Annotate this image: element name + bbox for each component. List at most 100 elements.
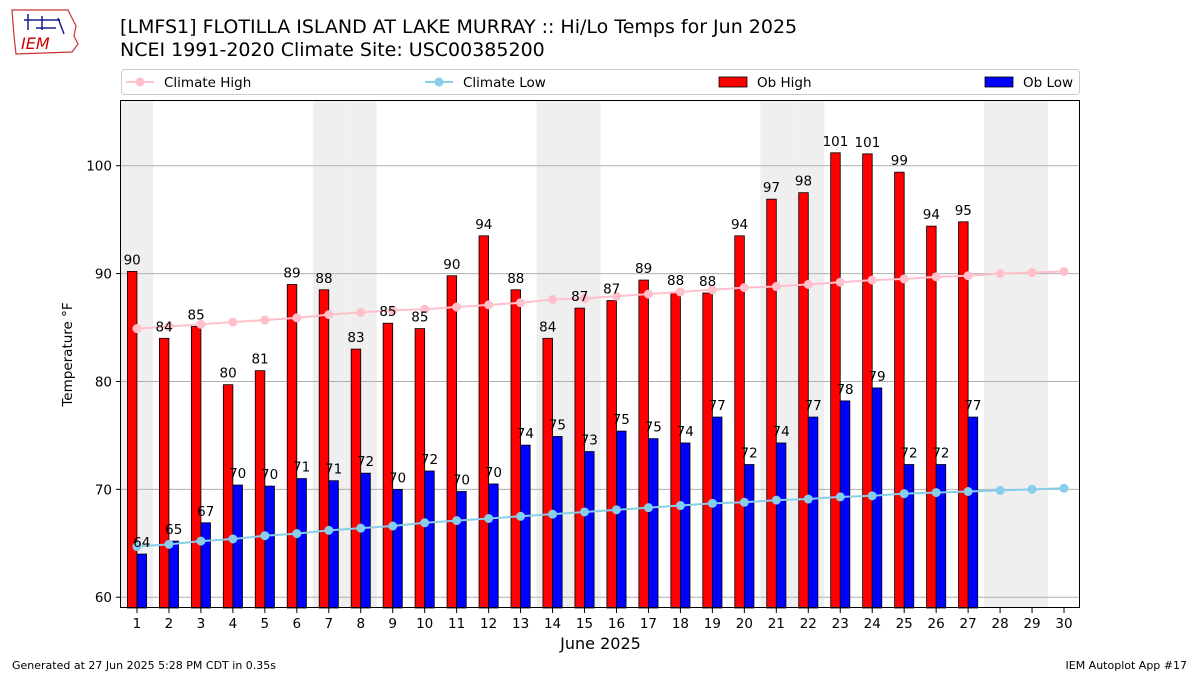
ob-high-bar	[702, 292, 713, 609]
ob-high-bar	[350, 348, 362, 609]
x-tick-label: 15	[576, 616, 593, 632]
ob-low-value-label: 70	[229, 466, 246, 482]
ob-low-bar	[584, 451, 595, 609]
ob-high-value-label: 87	[571, 289, 588, 305]
ob-low-bar	[168, 540, 179, 609]
climate-low-point	[388, 521, 398, 531]
y-tick-label: 100	[86, 159, 112, 175]
ob-high-bar	[222, 384, 234, 609]
x-tick-label: 9	[388, 616, 397, 632]
plot-frame	[120, 100, 1080, 608]
climate-low-point	[356, 523, 366, 533]
ob-high-bar	[158, 337, 170, 609]
climate-high-point	[324, 310, 334, 320]
ob-low-bar	[552, 436, 563, 609]
y-tick-label: 60	[95, 590, 112, 606]
climate-low-point	[228, 534, 238, 544]
x-tick-label: 26	[928, 616, 945, 632]
ob-low-legend-swatch	[984, 76, 1014, 88]
x-tick-label: 23	[832, 616, 849, 632]
ob-high-value-label: 83	[347, 330, 364, 346]
ob-high-value-label: 85	[379, 304, 396, 320]
ob-high-bar	[670, 291, 681, 609]
climate-high-point	[963, 271, 973, 281]
ob-high-value-label: 98	[795, 174, 812, 190]
climate-low-point	[867, 491, 877, 501]
ob-low-bar	[264, 485, 275, 609]
climate-low-legend-label: Climate Low	[463, 75, 546, 91]
climate-low-point	[132, 542, 142, 552]
footer-app: IEM Autoplot App #17	[1065, 659, 1188, 672]
x-tick-label: 24	[864, 616, 881, 632]
ob-low-value-label: 79	[868, 369, 885, 385]
climate-low-point	[643, 503, 653, 513]
ob-low-bar	[775, 442, 787, 609]
climate-high-legend-label: Climate High	[164, 75, 251, 91]
ob-low-bar	[456, 491, 467, 609]
ob-low-value-label: 70	[389, 470, 406, 486]
ob-low-bar	[743, 464, 755, 609]
climate-low-point	[484, 513, 494, 523]
climate-high-point	[516, 298, 526, 308]
ob-low-value-label: 65	[165, 522, 182, 538]
ob-high-value-label: 95	[955, 203, 972, 219]
climate-high-point	[164, 321, 174, 331]
climate-low-point	[580, 507, 590, 517]
climate-low-point	[420, 518, 430, 528]
ob-high-value-label: 99	[891, 153, 908, 169]
ob-high-value-label: 85	[188, 307, 205, 323]
ob-low-bar	[967, 416, 979, 609]
ob-low-value-label: 72	[421, 452, 438, 468]
ob-low-bar	[839, 400, 851, 609]
ob-high-value-label: 80	[219, 366, 236, 382]
ob-high-value-label: 88	[699, 274, 716, 290]
ob-high-value-label: 94	[731, 217, 748, 233]
climate-low-point	[899, 489, 909, 499]
ob-high-bar	[510, 289, 521, 609]
climate-high-point	[867, 275, 877, 285]
x-axis-label: June 2025	[559, 634, 641, 653]
ob-high-value-label: 85	[411, 310, 428, 326]
ob-high-bar	[446, 275, 458, 609]
x-tick-label: 10	[416, 616, 433, 632]
ob-low-value-label: 73	[581, 433, 598, 449]
ob-high-value-label: 81	[251, 352, 268, 368]
x-tick-label: 12	[480, 616, 497, 632]
legend-box	[121, 69, 1080, 95]
iowa-outline-icon	[11, 9, 79, 55]
climate-high-point	[771, 282, 781, 292]
climate-low-point	[1027, 484, 1037, 494]
logo-text: IEM	[21, 34, 50, 53]
ob-low-bar	[711, 416, 723, 609]
x-tick-label: 1	[133, 616, 142, 632]
ob-high-bar	[766, 198, 777, 609]
climate-low-point	[196, 536, 206, 546]
ob-low-value-label: 74	[773, 424, 790, 440]
x-tick-label: 17	[640, 616, 657, 632]
ob-low-value-label: 72	[932, 446, 949, 462]
ob-high-bar	[190, 326, 202, 609]
footer-generated: Generated at 27 Jun 2025 5:28 PM CDT in …	[12, 659, 277, 672]
climate-high-point	[739, 283, 749, 293]
climate-low-point	[164, 539, 174, 549]
climate-high-point	[675, 287, 685, 297]
ob-low-value-label: 64	[133, 535, 150, 551]
y-tick-label: 70	[95, 482, 112, 498]
x-tick-label: 3	[197, 616, 206, 632]
ob-high-value-label: 90	[443, 257, 460, 273]
weekend-band	[984, 101, 1017, 608]
climate-high-point	[420, 304, 430, 314]
ob-low-value-label: 77	[964, 398, 981, 414]
ob-low-value-label: 77	[804, 398, 821, 414]
ob-high-legend-swatch	[718, 76, 748, 88]
ob-high-bar	[254, 370, 266, 609]
ob-low-value-label: 71	[325, 462, 342, 478]
chart-subtitle: NCEI 1991-2020 Climate Site: USC00385200	[120, 39, 545, 61]
ob-low-value-label: 74	[677, 424, 694, 440]
climate-high-point	[196, 319, 206, 329]
ob-low-value-label: 75	[645, 420, 662, 436]
ob-low-value-label: 71	[293, 460, 310, 476]
climate-low-legend-marker	[434, 77, 444, 87]
climate-high-point	[452, 302, 462, 312]
